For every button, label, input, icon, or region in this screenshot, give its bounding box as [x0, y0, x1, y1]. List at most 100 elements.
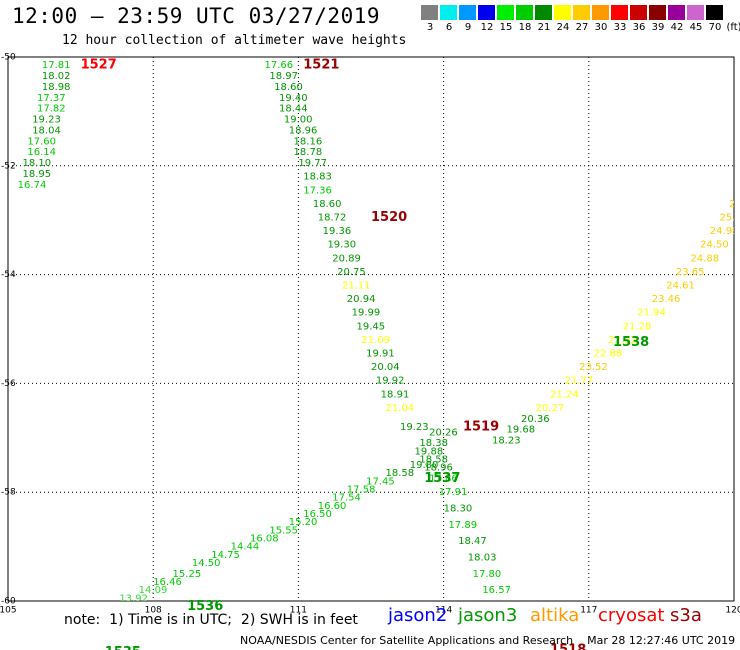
swh-value: 19.88 — [415, 446, 444, 457]
legend-label: 6 — [445, 22, 453, 33]
legend-label: 42 — [670, 22, 684, 33]
legend-label: 33 — [613, 22, 627, 33]
swh-value: 21.11 — [342, 280, 371, 291]
swh-value: 18.96 — [289, 125, 318, 136]
swh-value: 19.77 — [298, 158, 327, 169]
swh-value: 18.38 — [419, 438, 448, 449]
legend-label: 3 — [426, 22, 434, 33]
swh-value: 23.65 — [676, 267, 705, 278]
footer-note: note: 1) Time is in UTC; 2) SWH is in fe… — [64, 612, 358, 628]
swh-value: 18.04 — [32, 125, 61, 136]
y-tick-label: -50 — [1, 53, 16, 63]
swh-value: 20.26 — [429, 427, 458, 438]
legend-label: 12 — [480, 22, 494, 33]
swh-value: 14.33 — [42, 637, 71, 648]
legend-swatch — [649, 5, 666, 20]
legend-label: 36 — [632, 22, 646, 33]
swh-value: 16.57 — [482, 585, 511, 596]
swh-value: 22.02 — [608, 335, 637, 346]
swh-value: 18.97 — [269, 71, 298, 82]
swh-value: 20.94 — [347, 294, 376, 305]
swh-value: 19.36 — [323, 226, 352, 237]
legend-swatch — [611, 5, 628, 20]
swh-value: 18.02 — [42, 71, 71, 82]
x-tick-label: 111 — [290, 606, 307, 616]
swh-value: 24.88 — [690, 253, 719, 264]
swh-value: 19.40 — [279, 93, 308, 104]
swh-value: 18.30 — [444, 504, 473, 515]
swh-value: 17.82 — [37, 104, 66, 115]
y-tick-label: -58 — [1, 488, 16, 498]
swh-value: 18.95 — [23, 169, 52, 180]
credit-line: NOAA/NESDIS Center for Satellite Applica… — [240, 634, 736, 647]
swh-value: 21.28 — [623, 321, 652, 332]
pass-number: 1535 — [105, 645, 141, 650]
swh-value: 25.35 — [719, 212, 740, 223]
swh-value: 19.45 — [356, 321, 385, 332]
satellite-label: jason2 — [388, 605, 448, 626]
swh-value: 20.75 — [337, 267, 366, 278]
swh-value: 19.30 — [327, 240, 356, 251]
swh-value: 14.09 — [139, 585, 168, 596]
swh-value: 21.04 — [386, 403, 415, 414]
y-tick-label: -54 — [1, 270, 16, 280]
pass-number: 1538 — [613, 335, 649, 350]
legend-label: 18 — [518, 22, 532, 33]
swh-value: 14.75 — [211, 550, 240, 561]
swh-value: 24.50 — [700, 240, 729, 251]
swh-value: 24.61 — [666, 280, 695, 291]
legend-label: 45 — [689, 22, 703, 33]
legend-swatch — [440, 5, 457, 20]
swh-value: 20.89 — [332, 253, 361, 264]
satellite-label: altika — [530, 605, 580, 626]
swh-value: 18.10 — [23, 158, 52, 169]
pass-number: 1520 — [371, 210, 407, 225]
swh-value: 19.99 — [352, 308, 381, 319]
swh-value: 17.54 — [332, 493, 361, 504]
legend-swatch — [497, 5, 514, 20]
swh-value: 21.24 — [550, 389, 579, 400]
swh-value: 17.45 — [366, 476, 395, 487]
swh-value: 15.20 — [289, 517, 318, 528]
swh-value: 16.46 — [153, 577, 182, 588]
x-tick-label: 108 — [145, 606, 162, 616]
swh-value: 16.74 — [18, 180, 47, 191]
swh-value: 16.14 — [27, 147, 56, 158]
y-tick-label: -56 — [1, 379, 16, 389]
swh-value: 15.25 — [173, 569, 202, 580]
swh-value: 18.96 — [424, 463, 453, 474]
swh-value: 17.81 — [42, 60, 71, 71]
swh-value: 17.91 — [439, 487, 468, 498]
swh-value: 18.78 — [294, 147, 323, 158]
swh-value: 13.65 — [100, 601, 129, 612]
swh-value: 21.09 — [361, 335, 390, 346]
x-tick-label: 117 — [580, 606, 597, 616]
swh-value: 22.88 — [594, 348, 623, 359]
legend-label: 70 — [708, 22, 722, 33]
pass-number: 1527 — [81, 58, 117, 73]
swh-value: 17.37 — [37, 93, 66, 104]
swh-value: 17.58 — [347, 484, 376, 495]
swh-value: 14.44 — [231, 542, 260, 553]
legend-label: 24 — [556, 22, 570, 33]
legend-label: 21 — [537, 22, 551, 33]
y-tick-label: -52 — [1, 161, 16, 171]
swh-value: 16.08 — [250, 533, 279, 544]
swh-value: 16.50 — [303, 509, 332, 520]
swh-value: 19.68 — [507, 425, 536, 436]
swh-value: 25. — [734, 188, 740, 199]
swh-value: 19.23 — [32, 115, 61, 126]
swh-value: 16.60 — [318, 501, 347, 512]
swh-value: 14.50 — [192, 558, 221, 569]
x-tick-label: 105 — [0, 606, 17, 616]
legend-label: 9 — [464, 22, 472, 33]
swh-value: 18.91 — [381, 389, 410, 400]
legend-swatch — [573, 5, 590, 20]
swh-value: 18.98 — [42, 82, 71, 93]
swh-value: 17.80 — [473, 569, 502, 580]
legend-swatch — [516, 5, 533, 20]
swh-value: 18.72 — [318, 212, 347, 223]
x-tick-label: 114 — [435, 606, 452, 616]
legend-unit: (ft) — [726, 22, 740, 33]
